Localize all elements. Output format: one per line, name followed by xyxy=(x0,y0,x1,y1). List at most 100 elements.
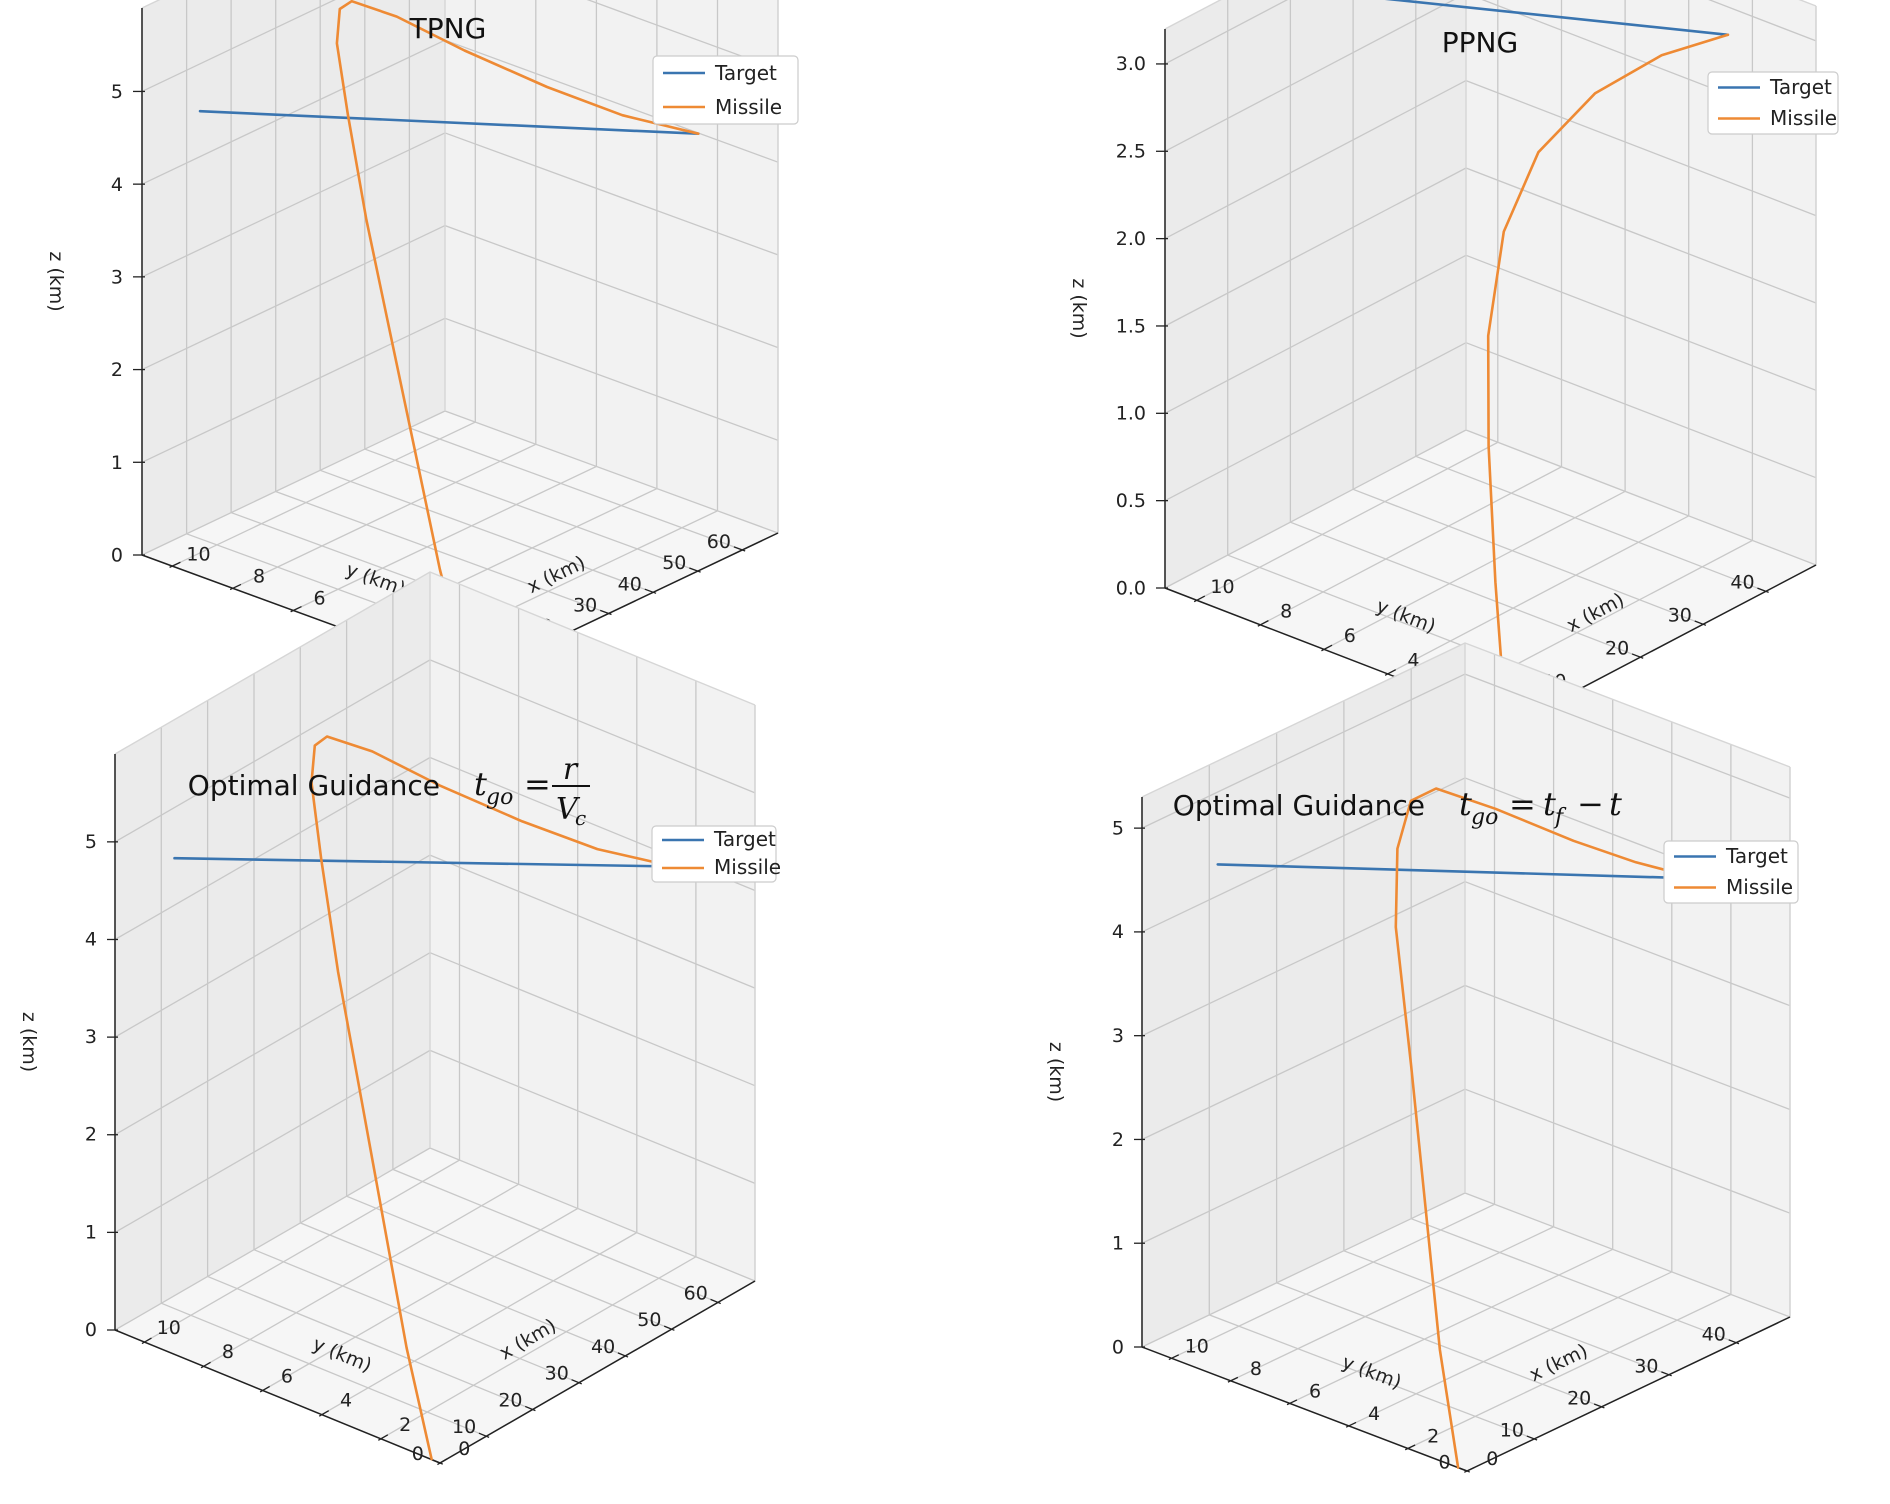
z-tick-label: 1.5 xyxy=(1116,315,1146,337)
y-tick-label: 4 xyxy=(1368,1403,1380,1425)
x-tick-label: 20 xyxy=(1567,1388,1591,1410)
x-tick xyxy=(644,588,657,594)
x-tick-label: 40 xyxy=(618,573,642,595)
z-tick-label: 0.0 xyxy=(1116,577,1146,599)
y-tick-label: 6 xyxy=(1344,625,1356,647)
y-tick-label: 6 xyxy=(1309,1381,1321,1403)
x-tick-label: 0 xyxy=(1439,1452,1451,1474)
legend-label-target: Target xyxy=(714,61,777,85)
z-tick-label: 3 xyxy=(111,267,123,289)
z-tick-label: 3 xyxy=(1112,1025,1124,1047)
z-tick-label: 0 xyxy=(111,545,123,567)
legend: Target Missile xyxy=(1663,840,1799,904)
y-tick xyxy=(290,606,302,613)
z-gridline xyxy=(1164,0,1817,65)
equation-rhs: t xyxy=(1543,785,1556,823)
y-tick-label: 8 xyxy=(253,565,265,587)
y-tick-label: 8 xyxy=(1250,1358,1262,1380)
y-tick-label: 2 xyxy=(1427,1426,1439,1448)
y-tick xyxy=(259,1385,270,1393)
legend-label-missile: Missile xyxy=(715,95,782,119)
x-tick-label: 30 xyxy=(1634,1355,1658,1377)
z-tick-label: 2 xyxy=(1112,1129,1124,1151)
equation-numerator: r xyxy=(563,752,579,787)
x-tick-label: 50 xyxy=(662,552,686,574)
y-tick-label: 0 xyxy=(1486,1448,1498,1470)
y-tick xyxy=(437,1458,448,1466)
x-tick xyxy=(1526,1435,1538,1441)
equation-lhs: t xyxy=(1459,785,1472,823)
z-gridline xyxy=(1164,0,1817,152)
z-tick-label: 4 xyxy=(111,174,123,196)
y-tick xyxy=(200,1361,211,1369)
z-tick-label: 0 xyxy=(85,1319,97,1341)
x-tick xyxy=(600,609,612,616)
y-axis-line xyxy=(1141,1346,1468,1472)
target-trajectory-line xyxy=(1384,0,1730,37)
equation-minus: − xyxy=(1577,785,1604,823)
floor-pane xyxy=(142,411,778,677)
target-trajectory-line xyxy=(1216,863,1700,880)
x-tick-label: 30 xyxy=(573,595,597,617)
x-tick xyxy=(689,567,701,573)
x-tick-label: 40 xyxy=(591,1336,615,1358)
missile-trajectory-line xyxy=(1394,787,1700,1469)
title-equation: t go = t f − t xyxy=(1459,785,1622,830)
z-tick-label: 1 xyxy=(1112,1233,1124,1255)
x-tick-label: 60 xyxy=(707,531,731,553)
legend-label-target: Target xyxy=(713,827,776,851)
y-tick xyxy=(1286,1399,1298,1406)
z-tick-label: 5 xyxy=(1112,817,1124,839)
missile-trajectory-line xyxy=(310,735,675,1461)
x-tick xyxy=(710,1298,721,1305)
z-axis-label: z (km) xyxy=(18,1012,40,1072)
back-pane xyxy=(430,572,755,1281)
x-tick xyxy=(1631,653,1644,659)
y-tick xyxy=(318,1410,330,1417)
x-tick xyxy=(432,1459,444,1465)
y-tick xyxy=(1321,644,1333,652)
x-tick xyxy=(524,1405,536,1412)
y-axis-line xyxy=(114,1329,441,1464)
equation-equals: = xyxy=(524,765,551,803)
x-tick-label: 50 xyxy=(637,1309,661,1331)
x-tick-label: 20 xyxy=(498,1389,522,1411)
legend-label-missile: Missile xyxy=(1726,875,1793,899)
x-tick-label: 0 xyxy=(412,1443,424,1465)
y-tick-label: 6 xyxy=(281,1365,293,1387)
back-pane xyxy=(1465,643,1790,1317)
x-tick xyxy=(1661,1371,1672,1377)
y-tick xyxy=(1257,620,1269,627)
x-tick xyxy=(1459,1467,1471,1473)
y-tick-label: 8 xyxy=(1280,601,1292,623)
y-tick xyxy=(377,1434,389,1441)
chart-title: TPNG xyxy=(409,12,487,45)
legend-label-missile: Missile xyxy=(714,855,781,879)
x-tick-label: 30 xyxy=(1668,605,1692,627)
y-tick xyxy=(169,561,181,568)
y-tick-label: 2 xyxy=(399,1414,411,1436)
x-tick-label: 20 xyxy=(1605,637,1629,659)
x-tick xyxy=(1694,620,1707,626)
missile-trajectory-line xyxy=(335,0,700,675)
z-axis-label: z (km) xyxy=(1045,1042,1067,1102)
chart-title: Optimal Guidance xyxy=(188,769,440,802)
legend: Target Missile xyxy=(651,825,781,883)
legend-label-target: Target xyxy=(1769,75,1832,99)
z-tick-label: 5 xyxy=(85,831,97,853)
x-axis-line xyxy=(439,1280,756,1464)
floor-pane xyxy=(1142,1193,1790,1471)
y-tick xyxy=(1168,1354,1180,1361)
z-tick-label: 3.0 xyxy=(1116,53,1146,75)
z-tick-label: 1.0 xyxy=(1116,403,1146,425)
z-gridline xyxy=(141,0,779,92)
legend-label-missile: Missile xyxy=(1770,106,1837,130)
y-tick xyxy=(229,583,242,591)
z-axis-label: z (km) xyxy=(1068,278,1090,338)
side-pane xyxy=(1165,0,1466,588)
